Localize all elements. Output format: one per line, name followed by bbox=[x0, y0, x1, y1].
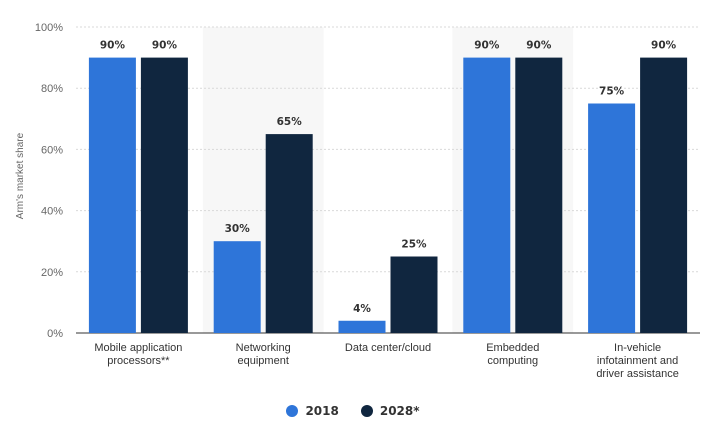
data-label-3-0: 90% bbox=[474, 40, 500, 52]
data-label-1-0: 30% bbox=[225, 223, 251, 235]
legend-label-2018: 2018 bbox=[305, 404, 339, 418]
bar-3-0 bbox=[463, 57, 511, 333]
legend-marker-2018 bbox=[286, 405, 299, 417]
y-tick-label-20: 20% bbox=[41, 267, 63, 279]
x-tick-label-1-0: Networking bbox=[236, 342, 291, 354]
x-tick-label-0-0: Mobile application bbox=[94, 342, 182, 354]
data-label-0-1: 90% bbox=[152, 40, 178, 52]
legend: 2018 2028* bbox=[0, 404, 706, 418]
data-label-0-0: 90% bbox=[100, 40, 126, 52]
data-label-4-0: 75% bbox=[599, 86, 625, 98]
bar-0-1 bbox=[140, 57, 188, 333]
y-axis-title: Arm's market share bbox=[15, 132, 26, 219]
bar-2-0 bbox=[338, 320, 386, 333]
data-label-2-0: 4% bbox=[353, 303, 371, 315]
data-label-2-1: 25% bbox=[401, 239, 427, 251]
x-tick-label-2-0: Data center/cloud bbox=[345, 342, 431, 354]
x-tick-label-4-2: driver assistance bbox=[596, 368, 679, 380]
y-tick-label-100: 100% bbox=[35, 22, 63, 34]
bars bbox=[88, 57, 688, 333]
y-tick-label-40: 40% bbox=[41, 206, 63, 218]
x-tick-label-1-1: equipment bbox=[238, 355, 289, 367]
y-tick-label-60: 60% bbox=[41, 144, 63, 156]
legend-item-2028[interactable]: 2028* bbox=[360, 404, 420, 418]
y-axis-ticks: 0% 20% 40% 60% 80% 100% bbox=[35, 22, 63, 340]
data-label-3-1: 90% bbox=[526, 40, 552, 52]
x-tick-label-3-1: computing bbox=[487, 355, 538, 367]
bar-2-1 bbox=[390, 256, 438, 333]
bar-3-1 bbox=[515, 57, 563, 333]
bar-4-1 bbox=[640, 57, 688, 333]
data-labels: 90% 90% 30% 65% 4% 25% 90% 90% 75% 90% bbox=[100, 40, 677, 315]
x-tick-label-4-0: In-vehicle bbox=[614, 342, 661, 354]
x-tick-label-4-1: infotainment and bbox=[597, 355, 678, 367]
legend-item-2018[interactable]: 2018 bbox=[286, 404, 339, 418]
bar-4-0 bbox=[588, 103, 636, 333]
data-label-4-1: 90% bbox=[651, 40, 677, 52]
y-tick-label-0: 0% bbox=[47, 328, 63, 340]
x-tick-label-0-1: processors** bbox=[107, 355, 170, 367]
y-tick-label-80: 80% bbox=[41, 83, 63, 95]
bar-0-0 bbox=[88, 57, 136, 333]
bar-chart: 0%20%40%60%80%100% 90% 90%30%65%4%25%90% 9… bbox=[15, 22, 700, 380]
data-label-1-1: 65% bbox=[277, 116, 303, 128]
x-tick-label-3-0: Embedded bbox=[486, 342, 539, 354]
legend-marker-2028 bbox=[360, 405, 373, 417]
legend-label-2028: 2028* bbox=[379, 404, 420, 418]
bar-1-1 bbox=[265, 134, 313, 333]
bar-1-0 bbox=[213, 241, 261, 333]
